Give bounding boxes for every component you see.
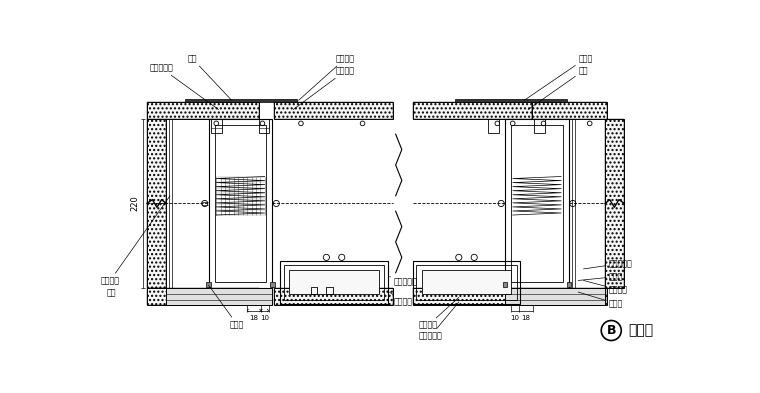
Bar — [147, 119, 166, 288]
Bar — [258, 119, 269, 132]
Bar — [147, 288, 258, 305]
Text: 双面胶贴: 双面胶贴 — [419, 298, 459, 330]
Bar — [532, 288, 607, 305]
Text: 10: 10 — [511, 315, 520, 321]
Bar — [215, 125, 266, 282]
Text: 剖面图: 剖面图 — [629, 323, 654, 338]
Bar — [505, 119, 569, 288]
Text: 不锈钢螺栓: 不锈钢螺栓 — [584, 259, 632, 269]
Text: 钢板: 钢板 — [188, 54, 232, 100]
Text: 不锈钢螺栓: 不锈钢螺栓 — [149, 63, 219, 110]
Text: 10: 10 — [260, 315, 269, 321]
Bar — [166, 119, 208, 288]
Bar — [206, 282, 211, 286]
Bar — [413, 288, 532, 305]
Bar — [211, 119, 222, 132]
Bar — [147, 119, 166, 288]
Bar — [274, 102, 394, 119]
Bar — [534, 119, 545, 132]
Bar — [605, 119, 625, 288]
Bar — [147, 102, 258, 119]
Bar — [413, 261, 521, 303]
Bar — [569, 119, 605, 288]
Bar — [413, 102, 532, 119]
Bar — [311, 286, 317, 294]
Bar — [455, 99, 567, 102]
Bar — [532, 102, 607, 119]
Text: 耐候胶: 耐候胶 — [578, 272, 623, 281]
Text: 立柱: 立柱 — [528, 66, 587, 110]
Bar — [284, 265, 384, 300]
Text: 镀膜玻璃: 镀膜玻璃 — [101, 196, 170, 285]
Bar — [208, 119, 273, 288]
Bar — [511, 125, 562, 282]
Text: 结构胶: 结构胶 — [578, 292, 623, 308]
Bar — [532, 288, 607, 305]
Bar — [488, 119, 499, 132]
Bar — [185, 99, 297, 102]
Bar — [532, 102, 607, 119]
Bar — [274, 102, 394, 119]
Bar — [274, 288, 394, 305]
Bar — [166, 288, 272, 305]
Bar — [605, 119, 625, 288]
Text: 耐候胶: 耐候胶 — [208, 285, 244, 329]
Text: 横梁: 横梁 — [106, 288, 116, 297]
Bar — [147, 102, 258, 119]
Text: 固定扇框: 固定扇框 — [584, 281, 628, 294]
Text: 窗开启扇料: 窗开启扇料 — [389, 277, 417, 286]
Text: 18: 18 — [521, 315, 530, 321]
Bar — [413, 102, 532, 119]
Text: 内套筒: 内套筒 — [524, 54, 592, 100]
Text: B: B — [606, 324, 616, 337]
Bar — [274, 288, 394, 305]
Text: 窗外窗框: 窗外窗框 — [389, 292, 413, 307]
Bar — [147, 288, 258, 305]
Bar — [502, 282, 508, 286]
Text: 防腐垫片: 防腐垫片 — [299, 54, 355, 100]
Text: 不锈钢滑撑: 不锈钢滑撑 — [419, 302, 459, 340]
Bar — [290, 270, 378, 294]
Text: 镀锌角钢: 镀锌角钢 — [293, 66, 355, 110]
Bar — [505, 288, 605, 305]
Bar — [326, 286, 333, 294]
Text: 18: 18 — [249, 315, 258, 321]
Text: 220: 220 — [130, 196, 139, 211]
Bar — [416, 265, 517, 300]
Bar — [422, 270, 511, 294]
Bar — [413, 288, 532, 305]
Bar — [270, 282, 275, 286]
Bar — [567, 282, 572, 286]
Bar — [280, 261, 388, 303]
